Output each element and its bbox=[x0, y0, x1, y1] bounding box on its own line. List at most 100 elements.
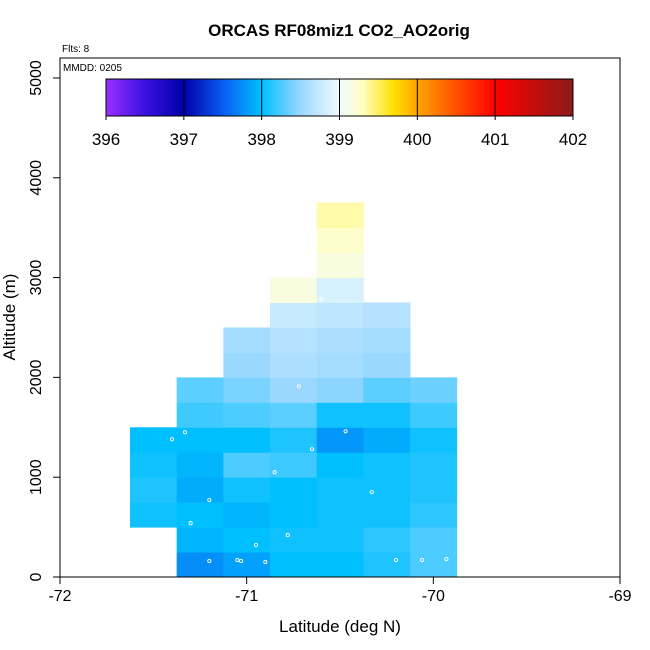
sample-point bbox=[464, 389, 469, 394]
heatmap-cell bbox=[363, 502, 411, 528]
heatmap-cell bbox=[316, 302, 364, 328]
heatmap-cell bbox=[316, 252, 364, 279]
sample-point bbox=[285, 533, 290, 538]
heatmap-cell bbox=[410, 427, 458, 453]
chart-title: ORCAS RF08miz1 CO2_AO2orig bbox=[208, 21, 470, 40]
heatmap-cell bbox=[270, 527, 318, 553]
sample-point bbox=[183, 430, 188, 435]
heatmap-cell bbox=[410, 527, 458, 553]
heatmap-cell bbox=[130, 477, 178, 503]
heatmap-cell bbox=[270, 302, 318, 328]
sample-point bbox=[207, 498, 212, 503]
sample-point bbox=[393, 557, 399, 563]
heatmap-cell bbox=[223, 502, 271, 528]
y-tick-label: 0 bbox=[28, 572, 45, 581]
heatmap-cell bbox=[316, 327, 364, 353]
sample-point bbox=[420, 557, 425, 563]
heatmap-cell bbox=[270, 452, 318, 478]
heatmap-cell bbox=[270, 327, 318, 353]
plot-frame bbox=[59, 57, 621, 578]
heatmap-cell bbox=[223, 552, 271, 578]
sample-point bbox=[343, 429, 348, 434]
sample-point bbox=[235, 557, 240, 563]
x-tick-label: -70 bbox=[422, 588, 445, 605]
heatmap-cell bbox=[316, 552, 364, 578]
heatmap-cell bbox=[316, 277, 364, 304]
heatmap-cell bbox=[223, 377, 271, 403]
heatmap-cell bbox=[176, 452, 224, 478]
sample-point bbox=[309, 447, 315, 452]
heatmap-cell bbox=[176, 402, 224, 428]
heatmap-cell bbox=[223, 402, 271, 428]
heatmap-cell bbox=[316, 427, 364, 453]
y-axis-label: Altitude (m) bbox=[0, 274, 19, 361]
sample-point bbox=[444, 556, 449, 562]
colorbar-tick-label: 401 bbox=[481, 130, 509, 149]
y-tick-label: 2000 bbox=[28, 359, 45, 395]
heatmap-cell bbox=[270, 427, 318, 453]
heatmap-cell bbox=[410, 452, 458, 478]
sample-point bbox=[253, 543, 259, 548]
sample-point bbox=[239, 558, 244, 564]
sample-point bbox=[369, 490, 374, 495]
heatmap-cell bbox=[270, 352, 318, 378]
colorbar-tick-label: 399 bbox=[325, 130, 353, 149]
x-axis-label: Latitude (deg N) bbox=[279, 617, 401, 636]
heatmap-cell bbox=[363, 527, 411, 553]
heatmap-cell bbox=[363, 302, 411, 328]
heatmap-cell bbox=[316, 527, 364, 553]
sample-point bbox=[169, 437, 175, 442]
heatmap-cell bbox=[363, 477, 411, 503]
heatmap-cell bbox=[363, 377, 411, 403]
heatmap-cell bbox=[176, 427, 224, 453]
heatmap-cell bbox=[316, 502, 364, 528]
sample-point bbox=[188, 521, 193, 526]
heatmap-cell bbox=[270, 477, 318, 503]
x-axis: -72 -71 -70 -69 bbox=[48, 577, 632, 605]
heatmap-cell bbox=[223, 477, 271, 503]
heatmap-cell bbox=[316, 452, 364, 478]
heatmap-cell bbox=[130, 452, 178, 478]
heatmap-cell bbox=[270, 377, 318, 403]
heatmap-cell bbox=[410, 552, 458, 578]
heatmap-cell bbox=[223, 427, 271, 453]
heatmap-cell bbox=[316, 202, 364, 229]
heatmap-cell bbox=[176, 377, 224, 403]
heatmap-cell bbox=[270, 552, 318, 578]
heatmap-cells bbox=[130, 202, 458, 578]
colorbar-tick-label: 400 bbox=[403, 130, 431, 149]
heatmap-cell bbox=[316, 377, 364, 403]
heatmap-cell bbox=[130, 502, 178, 528]
flights-label: Flts: 8 bbox=[62, 44, 90, 55]
heatmap-cell bbox=[316, 477, 364, 503]
heatmap-cell bbox=[316, 227, 364, 254]
colorbar-tick-labels: 396 397 398 399 400 401 402 bbox=[92, 116, 587, 149]
heatmap-cell bbox=[363, 327, 411, 353]
heatmap-cell bbox=[410, 377, 458, 403]
heatmap-cell bbox=[130, 427, 178, 453]
heatmap-cell bbox=[316, 352, 364, 378]
x-tick-label: -72 bbox=[48, 588, 71, 605]
heatmap-cell bbox=[176, 527, 224, 553]
colorbar-tick-label: 402 bbox=[559, 130, 587, 149]
heatmap-cell bbox=[410, 402, 458, 428]
heatmap-cell bbox=[176, 552, 224, 578]
heatmap-cell bbox=[223, 527, 271, 553]
y-tick-label: 3000 bbox=[28, 260, 45, 296]
heatmap-cell bbox=[270, 502, 318, 528]
y-tick-label: 4000 bbox=[28, 160, 45, 196]
heatmap-cell bbox=[176, 502, 224, 528]
sample-point bbox=[263, 559, 268, 565]
date-label: MMDD: 0205 bbox=[63, 63, 122, 74]
heatmap-cell bbox=[316, 402, 364, 428]
heatmap-cell bbox=[270, 277, 318, 304]
x-tick-label: -69 bbox=[608, 588, 631, 605]
sample-points bbox=[169, 297, 469, 565]
sample-point bbox=[459, 475, 464, 480]
colorbar-tick-label: 398 bbox=[247, 130, 275, 149]
colorbar-tick-label: 397 bbox=[170, 130, 198, 149]
heatmap-cell bbox=[363, 552, 411, 578]
heatmap-cell bbox=[270, 402, 318, 428]
y-tick-label: 5000 bbox=[28, 60, 45, 96]
